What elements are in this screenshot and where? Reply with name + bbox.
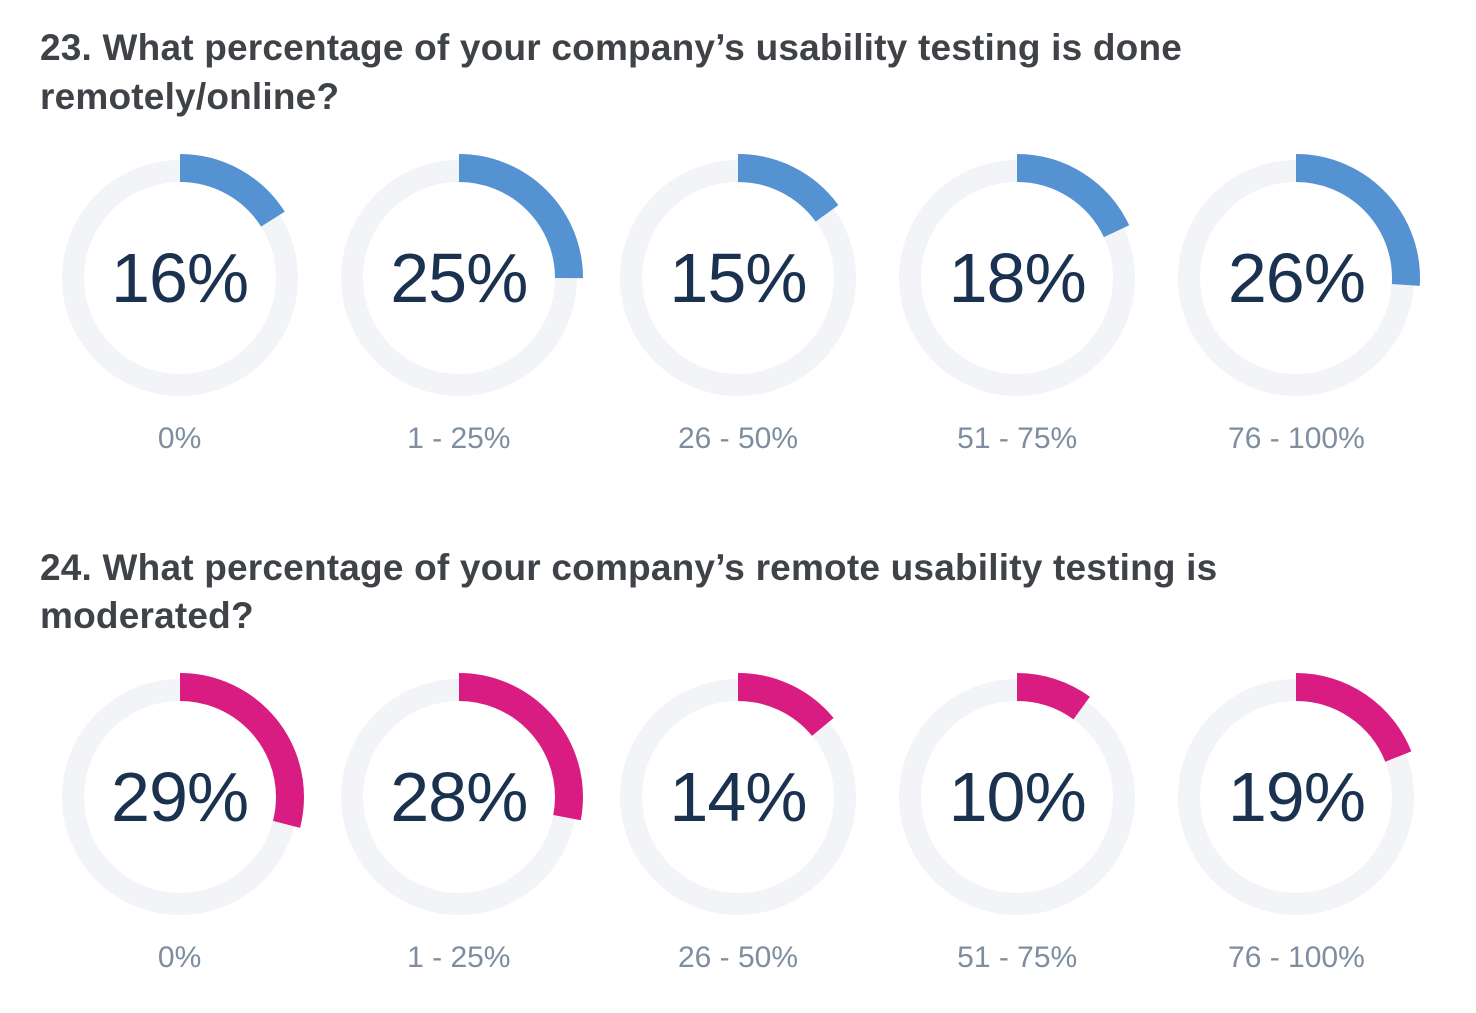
donut-category-label: 26 - 50% <box>677 941 799 975</box>
donut-value-arc <box>613 153 862 402</box>
donut-cell: 10% 51 - 75% <box>878 673 1157 975</box>
donut-cell: 14% 26 - 50% <box>598 673 877 975</box>
donut-cell: 25% 1 - 25% <box>319 153 598 456</box>
donut-value-arc <box>334 153 583 402</box>
donut-cell: 18% 51 - 75% <box>878 153 1157 456</box>
donut-category-label: 51 - 75% <box>957 421 1078 455</box>
question-23-section: 23. What percentage of your company’s us… <box>40 24 1436 456</box>
donut-value-label: 29% <box>111 758 249 837</box>
donut-chart: 10% <box>893 673 1142 922</box>
donut-gauge-svg <box>55 673 304 922</box>
question-24-donut-row: 29% 0% 28% 1 - 25% 14% 26 - 50% 10% 51 - 75% 19%… <box>40 673 1436 975</box>
donut-cell: 26% 76 - 100% <box>1157 153 1436 456</box>
donut-value-arc <box>613 673 862 922</box>
donut-value-arc <box>1172 673 1421 922</box>
donut-gauge-svg <box>334 153 583 402</box>
donut-gauge-svg <box>893 153 1142 402</box>
donut-cell: 19% 76 - 100% <box>1157 673 1436 975</box>
donut-value-arc <box>1172 153 1421 402</box>
donut-category-label: 76 - 100% <box>1228 941 1365 975</box>
donut-chart: 26% <box>1172 153 1421 402</box>
donut-value-label: 14% <box>669 758 807 837</box>
donut-cell: 29% 0% <box>40 673 319 975</box>
donut-gauge-svg <box>893 673 1142 922</box>
donut-cell: 16% 0% <box>40 153 319 456</box>
donut-chart: 28% <box>334 673 583 922</box>
donut-category-label: 26 - 50% <box>677 421 799 455</box>
donut-value-label: 25% <box>390 238 528 317</box>
donut-value-arc <box>893 153 1142 402</box>
donut-chart: 16% <box>55 153 304 402</box>
donut-value-label: 18% <box>948 238 1087 317</box>
survey-results-page: 23. What percentage of your company’s us… <box>40 24 1436 976</box>
donut-gauge-svg <box>334 673 583 922</box>
donut-value-arc <box>334 673 583 922</box>
donut-value-arc <box>55 153 304 402</box>
donut-chart: 15% <box>613 153 862 402</box>
question-23-donut-row: 16% 0% 25% 1 - 25% 15% 26 - 50% 18% 51 - 75% 26%… <box>40 153 1436 456</box>
donut-chart: 19% <box>1172 673 1421 922</box>
donut-chart: 29% <box>55 673 304 922</box>
donut-gauge-svg <box>1172 153 1421 402</box>
question-23-title: 23. What percentage of your company’s us… <box>40 27 1183 117</box>
donut-value-label: 28% <box>390 758 528 837</box>
donut-track <box>899 679 1136 916</box>
donut-cell: 28% 1 - 25% <box>319 673 598 975</box>
donut-gauge-svg <box>613 673 862 922</box>
donut-value-label: 26% <box>1227 238 1366 317</box>
donut-gauge-svg <box>1172 673 1421 922</box>
donut-value-arc <box>55 673 304 922</box>
donut-value-arc <box>893 673 1142 922</box>
donut-chart: 18% <box>893 153 1142 402</box>
donut-category-label: 51 - 75% <box>957 941 1078 975</box>
donut-value-label: 19% <box>1227 758 1366 837</box>
donut-value-label: 16% <box>111 238 249 317</box>
donut-chart: 14% <box>613 673 862 922</box>
donut-gauge-svg <box>613 153 862 402</box>
question-24-title: 24. What percentage of your company’s re… <box>40 546 1218 637</box>
donut-value-label: 15% <box>669 238 807 317</box>
donut-gauge-svg <box>55 153 304 402</box>
donut-chart: 25% <box>334 153 583 402</box>
donut-cell: 15% 26 - 50% <box>598 153 877 456</box>
donut-category-label: 0% <box>157 421 202 455</box>
donut-category-label: 1 - 25% <box>407 941 511 975</box>
donut-category-label: 1 - 25% <box>407 421 511 455</box>
donut-category-label: 0% <box>157 941 202 975</box>
donut-value-label: 10% <box>948 758 1087 837</box>
question-24-section: 24. What percentage of your company’s re… <box>40 544 1436 976</box>
donut-category-label: 76 - 100% <box>1228 421 1365 455</box>
